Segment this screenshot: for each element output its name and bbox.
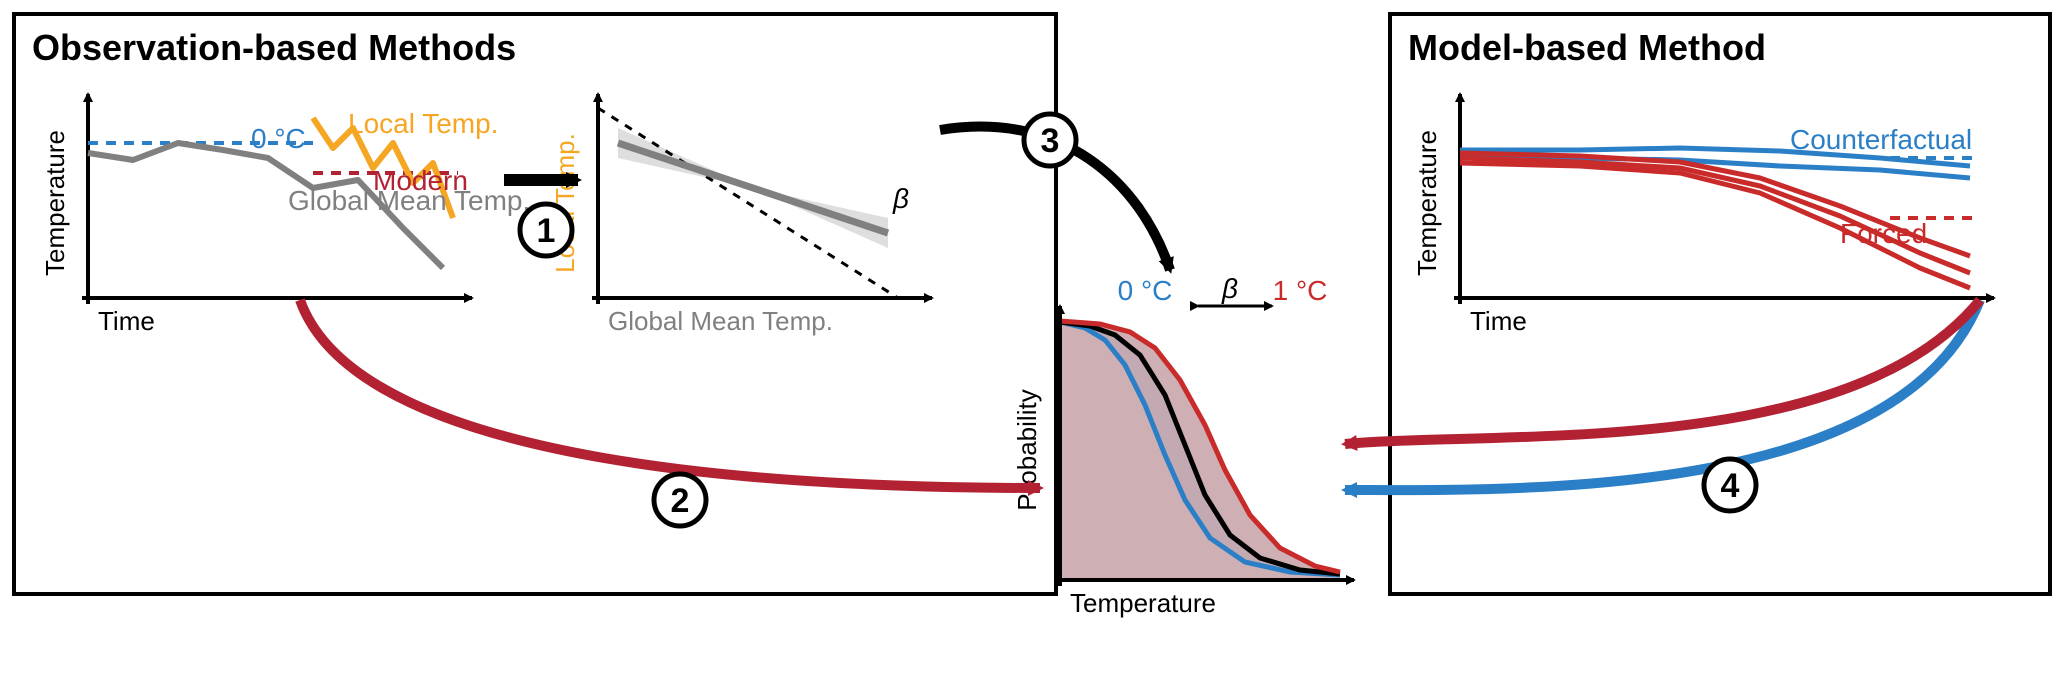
- axis-y-label: Temperature: [1412, 130, 1442, 276]
- chart4-label-beta: β: [1221, 273, 1238, 304]
- axis-x-label: Time: [98, 306, 155, 336]
- axis-x-label: Global Mean Temp.: [608, 306, 833, 336]
- panel-title: Model-based Method: [1408, 27, 1766, 68]
- chart3-label-forced: Forced: [1840, 218, 1927, 249]
- chart4-label-0C: 0 °C: [1118, 275, 1173, 306]
- chart2-beta-label: β: [892, 183, 909, 214]
- diagram-svg: Observation-based Methods Model-based Met…: [0, 0, 2067, 675]
- step-number: 4: [1721, 467, 1740, 505]
- axis-x-label: Temperature: [1070, 588, 1216, 618]
- axis-x-label: Time: [1470, 306, 1527, 336]
- step-number: 1: [537, 212, 556, 250]
- chart3-label-counter: Counterfactual: [1790, 124, 1972, 155]
- chart1-label-local: Local Temp.: [348, 108, 498, 139]
- chart1-label-modern: Modern: [373, 165, 468, 196]
- axis-y-label: Temperature: [40, 130, 70, 276]
- step-number: 2: [671, 482, 690, 520]
- panel-title: Observation-based Methods: [32, 27, 516, 68]
- step-number: 3: [1041, 122, 1060, 160]
- chart1-label-zeroC: 0 °C: [251, 123, 306, 154]
- chart4-label-1C: 1 °C: [1273, 275, 1328, 306]
